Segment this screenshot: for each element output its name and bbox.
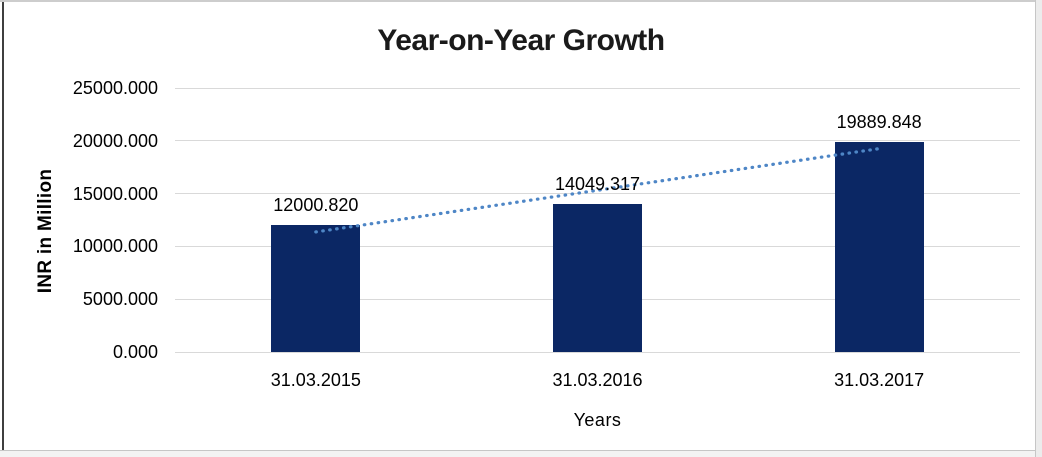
bar-data-label: 19889.848 [836, 111, 922, 132]
bar-31.03.2017 [834, 141, 924, 352]
x-axis-title: Years [573, 410, 622, 430]
y-tick-label: 20000.000 [72, 130, 158, 151]
gridline [175, 87, 1020, 89]
frame-border-bottom [0, 450, 1035, 457]
frame-border-left [2, 2, 4, 451]
y-tick-label: 10000.000 [72, 236, 158, 257]
bar-31.03.2015 [271, 225, 361, 352]
x-category-label: 31.03.2015 [270, 370, 361, 390]
gridline [175, 140, 1020, 142]
bar-data-label: 12000.820 [273, 195, 359, 216]
gridline [175, 193, 1020, 195]
y-tick-label: 15000.000 [72, 183, 158, 204]
y-tick-label: 0.000 [112, 342, 158, 362]
trendline-dotted [314, 147, 881, 234]
plot-area [175, 87, 1020, 353]
bar-31.03.2016 [553, 203, 642, 352]
x-category-label: 31.03.2017 [834, 370, 925, 390]
frame-border-top [0, 0, 1042, 2]
y-tick-label: 25000.000 [72, 78, 158, 98]
bar-data-label: 14049.317 [554, 173, 641, 194]
gridline [175, 351, 1020, 353]
y-tick-label: 5000.000 [82, 289, 158, 310]
frame-border-right [1035, 0, 1042, 457]
x-category-label: 31.03.2016 [552, 370, 643, 390]
chart-title: Year-on-Year Growth [377, 24, 665, 57]
